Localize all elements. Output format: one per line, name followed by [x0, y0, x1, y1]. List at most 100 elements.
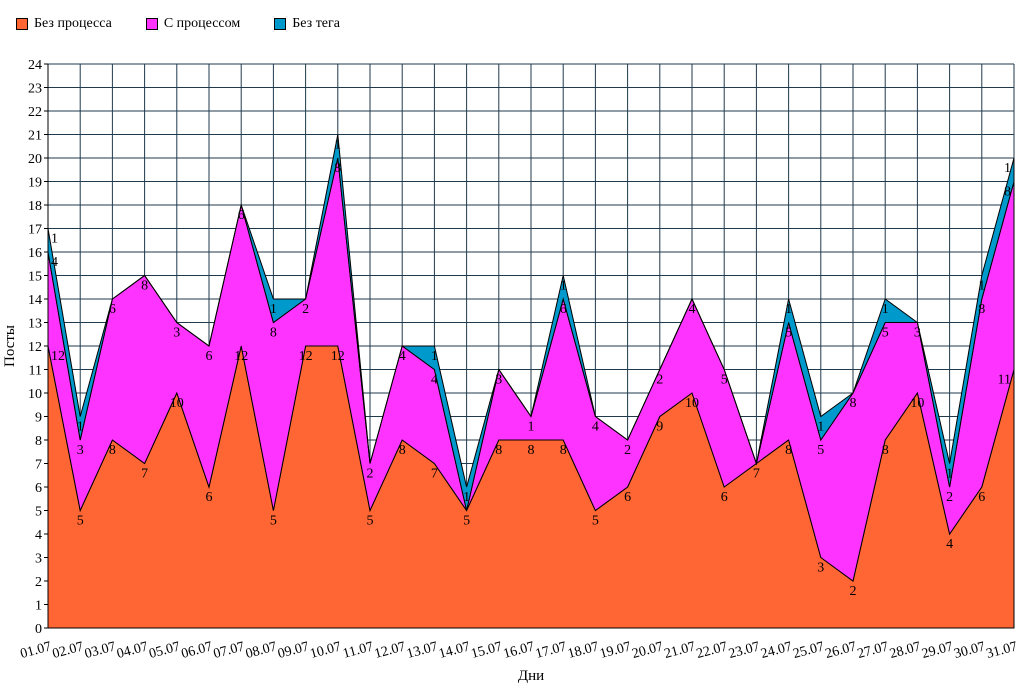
x-tick-label: 16.07: [502, 639, 536, 662]
data-label: 10: [910, 396, 924, 411]
x-tick-label: 23.07: [727, 639, 761, 662]
x-tick-label: 24.07: [759, 639, 793, 662]
data-label: 1: [51, 232, 58, 247]
data-label: 9: [656, 420, 663, 435]
y-tick-label: 4: [35, 528, 42, 543]
data-label: 6: [238, 208, 245, 223]
x-tick-label: 13.07: [405, 639, 439, 662]
data-label: 8: [978, 302, 985, 317]
y-tick-label: 13: [28, 317, 42, 332]
data-label: 8: [270, 326, 277, 341]
data-label: 2: [302, 302, 309, 317]
data-label: 3: [173, 326, 180, 341]
x-tick-label: 21.07: [663, 639, 697, 662]
data-label: 6: [206, 349, 213, 364]
data-label: 12: [299, 349, 313, 364]
data-label: 4: [51, 255, 58, 270]
data-label: 1: [785, 302, 792, 317]
x-tick-label: 12.07: [373, 639, 407, 662]
data-label: 12: [331, 349, 345, 364]
data-label: 1: [978, 279, 985, 294]
x-tick-label: 10.07: [309, 639, 343, 662]
x-tick-label: 17.07: [534, 639, 568, 662]
legend: Без процесса С процессом Без тега: [16, 14, 374, 34]
y-tick-label: 19: [28, 176, 42, 191]
data-label: 5: [592, 514, 599, 529]
data-label: 4: [399, 349, 406, 364]
data-label: 2: [850, 584, 857, 599]
data-label: 5: [270, 514, 277, 529]
y-tick-label: 15: [28, 270, 42, 285]
y-tick-label: 1: [35, 599, 42, 614]
x-tick-label: 26.07: [824, 639, 858, 662]
y-tick-label: 0: [35, 622, 42, 637]
x-tick-label: 19.07: [598, 639, 632, 662]
legend-swatch: [16, 18, 28, 30]
x-tick-label: 09.07: [276, 639, 310, 662]
data-label: 2: [946, 490, 953, 505]
data-label: 6: [109, 302, 116, 317]
x-tick-label: 20.07: [631, 639, 665, 662]
x-tick-label: 05.07: [148, 639, 182, 662]
y-tick-label: 21: [28, 129, 42, 144]
area-series-2: [47, 134, 1015, 511]
data-label: 5: [463, 514, 470, 529]
data-label: 1: [270, 302, 277, 317]
legend-item: Без процесса: [16, 16, 112, 32]
data-label: 5: [721, 373, 728, 388]
x-tick-label: 07.07: [212, 639, 246, 662]
data-label: 10: [685, 396, 699, 411]
y-tick-label: 20: [28, 152, 42, 167]
y-tick-label: 9: [35, 411, 42, 426]
y-tick-label: 2: [35, 575, 42, 590]
x-tick-label: 22.07: [695, 639, 729, 662]
data-label: 1: [946, 467, 953, 482]
y-tick-label: 23: [28, 82, 42, 97]
data-label: 7: [431, 467, 438, 482]
data-label: 4: [431, 373, 438, 388]
x-tick-label: 04.07: [115, 639, 149, 662]
data-label: 1: [560, 279, 567, 294]
data-label: 8: [495, 443, 502, 458]
y-tick-label: 8: [35, 434, 42, 449]
data-label: 8: [399, 443, 406, 458]
x-axis-title: Дни: [518, 668, 544, 684]
y-tick-label: 11: [29, 364, 42, 379]
data-label: 6: [624, 490, 631, 505]
x-tick-label: 25.07: [792, 639, 826, 662]
data-label: 1: [882, 302, 889, 317]
x-tick-label: 01.07: [19, 639, 53, 662]
y-tick-label: 10: [28, 387, 42, 402]
data-label: 1: [334, 138, 341, 153]
y-tick-label: 18: [28, 199, 42, 214]
y-tick-label: 7: [35, 458, 42, 473]
legend-item: С процессом: [145, 16, 240, 32]
legend-label: Без процесса: [34, 16, 112, 31]
y-tick-label: 22: [28, 105, 42, 120]
data-label: 8: [785, 443, 792, 458]
data-label: 8: [850, 396, 857, 411]
data-label: 5: [817, 443, 824, 458]
legend-label: Без тега: [292, 16, 340, 31]
data-label: 3: [495, 373, 502, 388]
data-label: 4: [592, 420, 599, 435]
data-label: 2: [624, 443, 631, 458]
y-tick-label: 14: [28, 293, 42, 308]
data-label: 8: [334, 161, 341, 176]
x-tick-label: 11.07: [341, 639, 375, 662]
data-label: 8: [882, 443, 889, 458]
x-tick-label: 02.07: [51, 639, 85, 662]
data-label: 5: [882, 326, 889, 341]
y-axis-title: Посты: [2, 325, 18, 367]
data-label: 8: [109, 443, 116, 458]
data-label: 7: [141, 467, 148, 482]
data-label: 12: [234, 349, 248, 364]
data-label: 1: [77, 420, 84, 435]
x-tick-label: 03.07: [83, 639, 117, 662]
legend-swatch: [274, 18, 287, 30]
y-tick-label: 16: [28, 246, 42, 261]
x-tick-label: 29.07: [920, 639, 954, 662]
data-label: 2: [367, 467, 374, 482]
data-label: 8: [528, 443, 535, 458]
data-label: 7: [753, 467, 760, 482]
